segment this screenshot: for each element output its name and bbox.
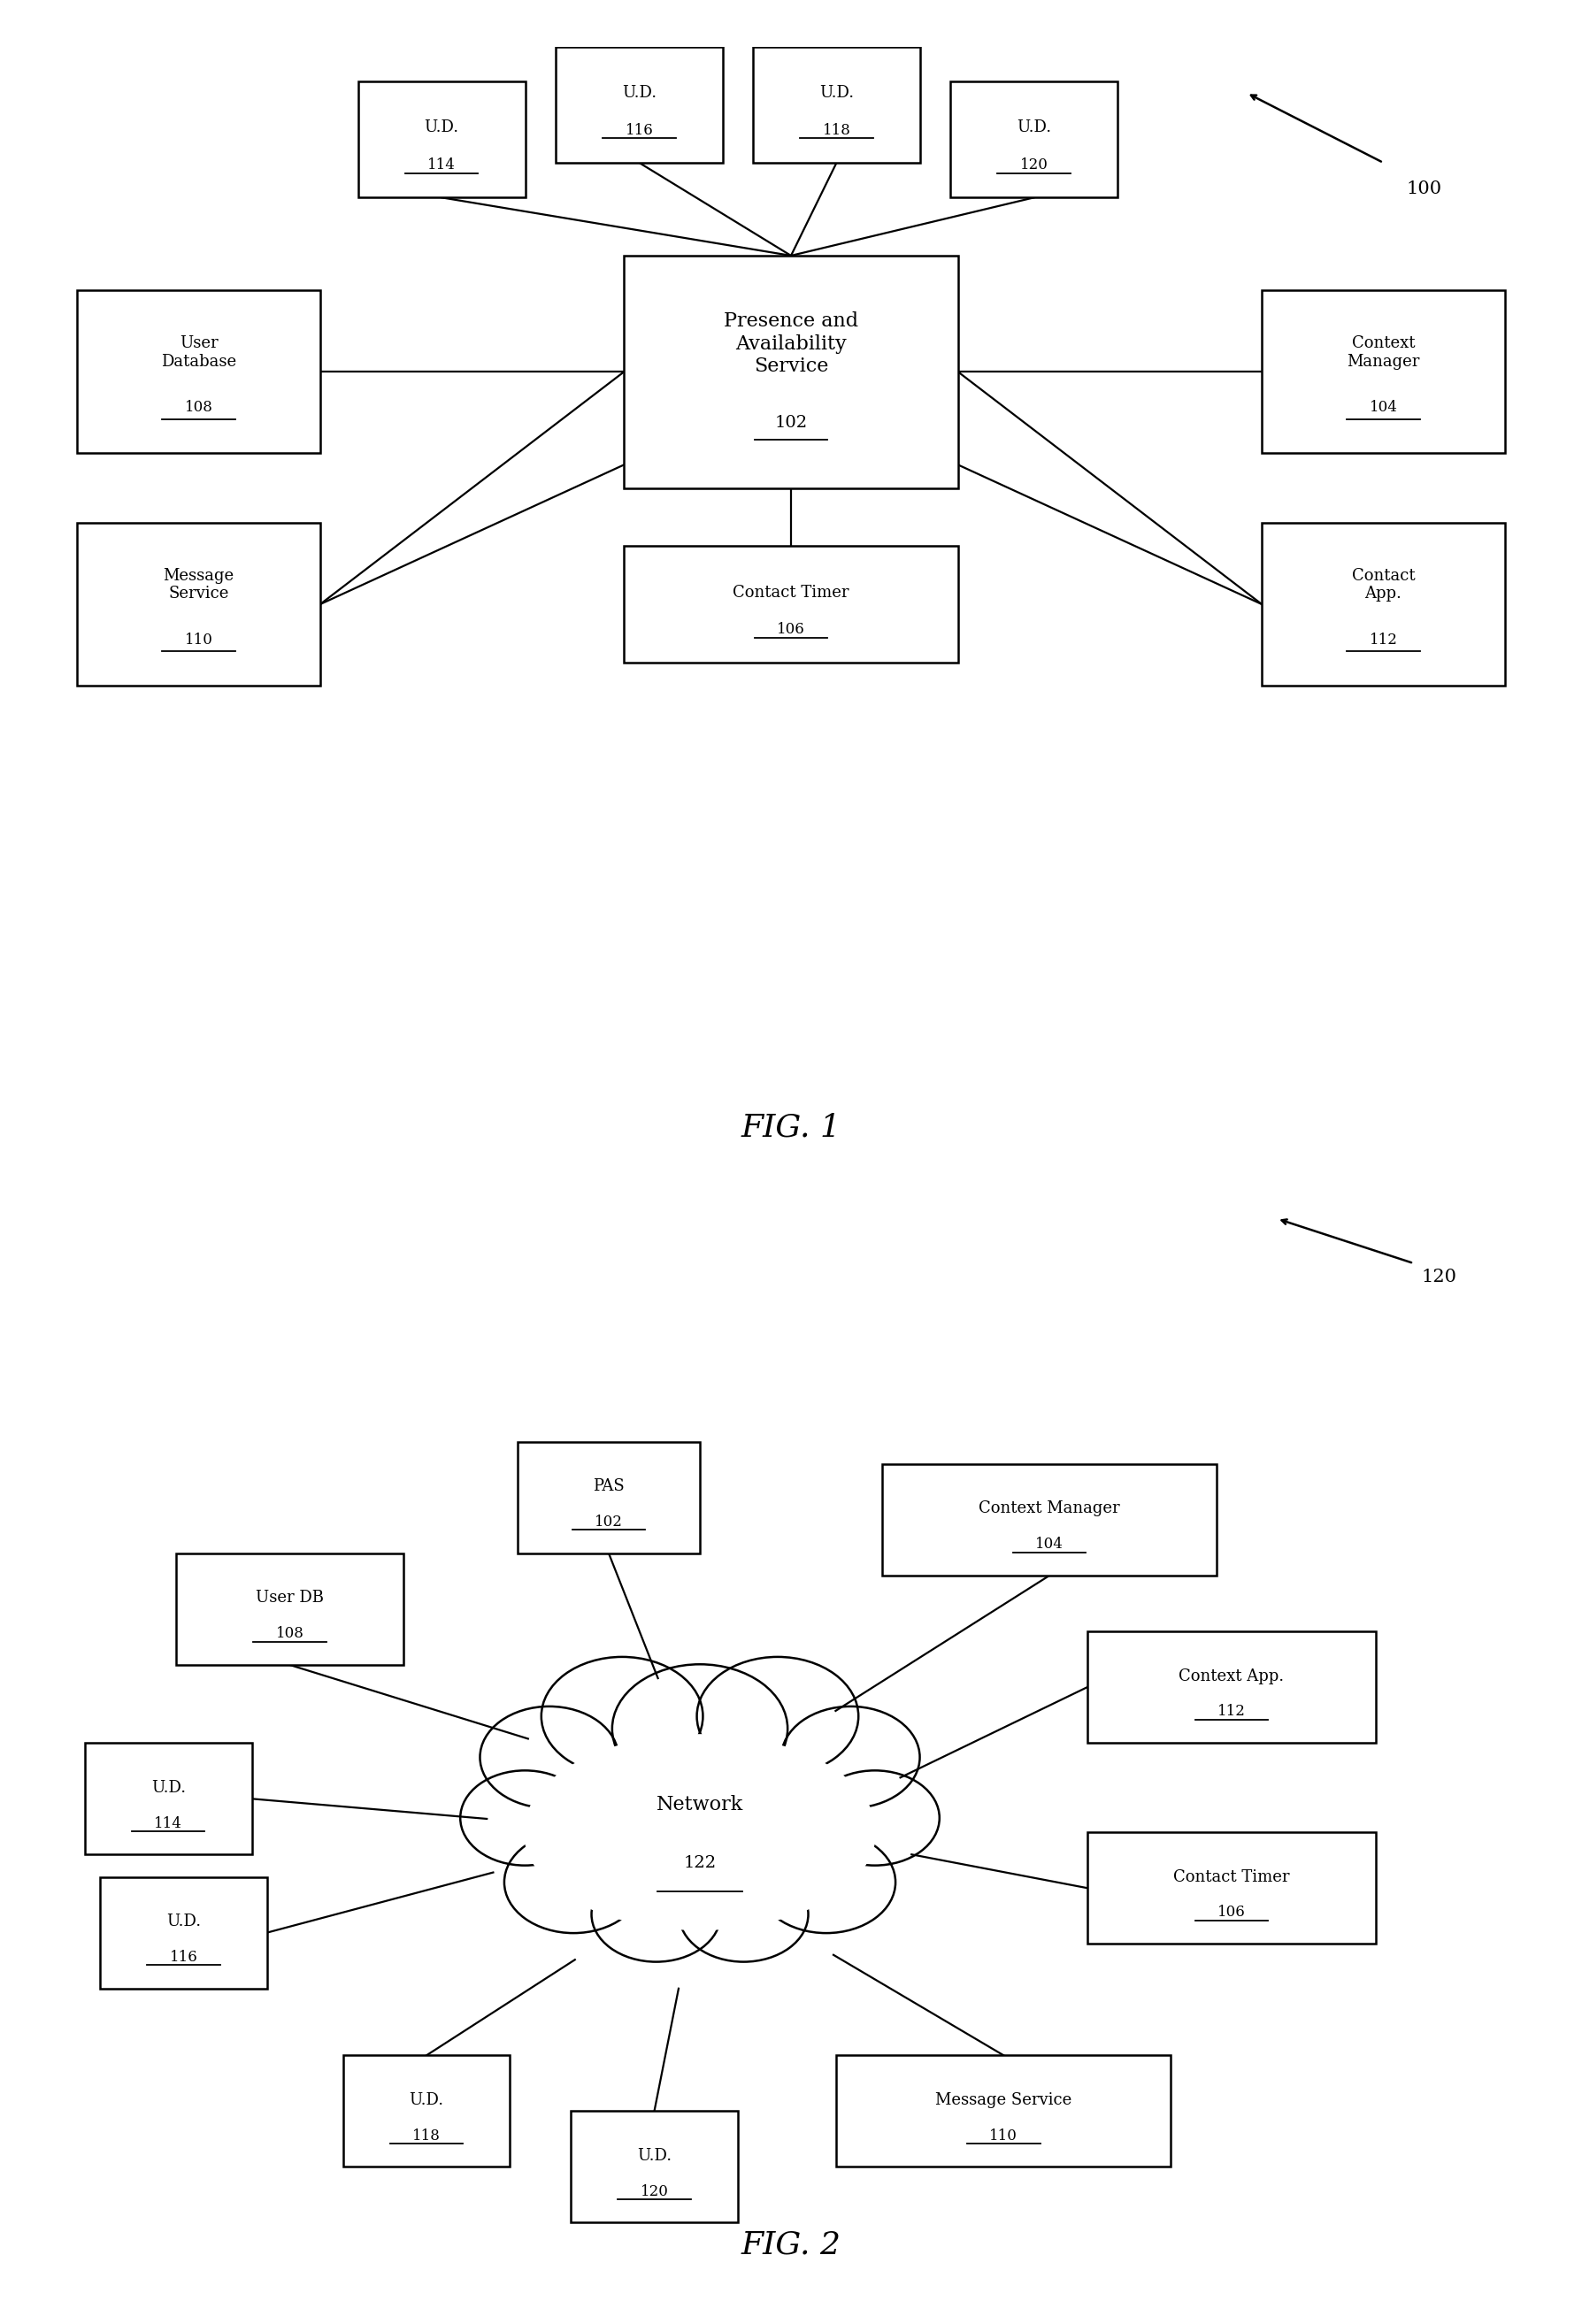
FancyBboxPatch shape: [623, 256, 959, 488]
Text: FIG. 1: FIG. 1: [740, 1113, 842, 1141]
Text: Message
Service: Message Service: [163, 567, 234, 602]
Text: 104: 104: [1368, 400, 1397, 416]
FancyBboxPatch shape: [1087, 1831, 1376, 1943]
Text: 110: 110: [185, 632, 214, 648]
Text: 104: 104: [1035, 1536, 1063, 1552]
Text: 108: 108: [185, 400, 214, 416]
Text: 102: 102: [595, 1515, 623, 1529]
FancyBboxPatch shape: [1262, 523, 1504, 686]
FancyBboxPatch shape: [555, 46, 723, 163]
Circle shape: [479, 1706, 619, 1808]
FancyBboxPatch shape: [517, 1441, 699, 1552]
FancyBboxPatch shape: [883, 1464, 1217, 1576]
Text: Context Manager: Context Manager: [979, 1501, 1120, 1518]
Text: User
Database: User Database: [161, 335, 236, 370]
Circle shape: [612, 1664, 788, 1794]
Text: 106: 106: [1218, 1906, 1245, 1920]
Circle shape: [460, 1771, 590, 1866]
FancyBboxPatch shape: [623, 546, 959, 662]
FancyBboxPatch shape: [78, 290, 320, 453]
FancyBboxPatch shape: [1262, 290, 1504, 453]
FancyBboxPatch shape: [1087, 1631, 1376, 1743]
Text: 102: 102: [775, 416, 807, 430]
Text: 108: 108: [275, 1627, 304, 1641]
Text: U.D.: U.D.: [424, 121, 459, 135]
FancyBboxPatch shape: [837, 2054, 1171, 2166]
Text: 112: 112: [1217, 1703, 1245, 1720]
Circle shape: [505, 1831, 642, 1934]
Circle shape: [782, 1706, 919, 1808]
Text: 120: 120: [1421, 1269, 1457, 1285]
Text: 112: 112: [1368, 632, 1397, 648]
FancyBboxPatch shape: [951, 81, 1117, 198]
FancyBboxPatch shape: [78, 523, 320, 686]
Circle shape: [756, 1831, 895, 1934]
Text: 120: 120: [1020, 158, 1049, 172]
Text: Context
Manager: Context Manager: [1346, 335, 1419, 370]
FancyBboxPatch shape: [85, 1743, 252, 1855]
FancyBboxPatch shape: [358, 81, 525, 198]
FancyBboxPatch shape: [100, 1878, 267, 1989]
Text: Context App.: Context App.: [1179, 1669, 1285, 1685]
Text: 116: 116: [625, 123, 653, 137]
Text: User DB: User DB: [256, 1590, 324, 1606]
FancyBboxPatch shape: [571, 2110, 737, 2222]
Text: U.D.: U.D.: [622, 86, 657, 100]
Text: 118: 118: [823, 123, 851, 137]
Text: U.D.: U.D.: [819, 86, 854, 100]
Text: Message Service: Message Service: [935, 2092, 1073, 2108]
Circle shape: [592, 1866, 721, 1961]
FancyBboxPatch shape: [343, 2054, 509, 2166]
Text: Network: Network: [657, 1794, 744, 1815]
Text: 118: 118: [413, 2129, 441, 2143]
Text: 114: 114: [427, 158, 456, 172]
Ellipse shape: [511, 1724, 888, 1938]
Text: 100: 100: [1406, 179, 1441, 198]
Text: Contact Timer: Contact Timer: [732, 586, 850, 600]
Text: 122: 122: [683, 1855, 717, 1871]
Circle shape: [541, 1657, 702, 1776]
Text: U.D.: U.D.: [150, 1780, 185, 1796]
Text: 114: 114: [153, 1815, 182, 1831]
Text: 116: 116: [169, 1950, 198, 1964]
Text: Contact Timer: Contact Timer: [1174, 1868, 1289, 1885]
FancyBboxPatch shape: [753, 46, 921, 163]
Text: U.D.: U.D.: [410, 2092, 445, 2108]
Text: U.D.: U.D.: [166, 1913, 201, 1929]
Text: 120: 120: [641, 2185, 669, 2199]
Circle shape: [810, 1771, 940, 1866]
FancyBboxPatch shape: [176, 1552, 403, 1664]
Text: U.D.: U.D.: [638, 2147, 672, 2164]
Text: 106: 106: [777, 623, 805, 637]
Circle shape: [679, 1866, 808, 1961]
Circle shape: [696, 1657, 859, 1776]
Ellipse shape: [524, 1734, 876, 1931]
Text: Presence and
Availability
Service: Presence and Availability Service: [723, 311, 859, 376]
Text: Contact
App.: Contact App.: [1351, 567, 1414, 602]
Text: FIG. 2: FIG. 2: [740, 2231, 842, 2259]
Text: U.D.: U.D.: [1017, 121, 1052, 135]
Text: PAS: PAS: [593, 1478, 625, 1494]
Text: 110: 110: [989, 2129, 1017, 2143]
